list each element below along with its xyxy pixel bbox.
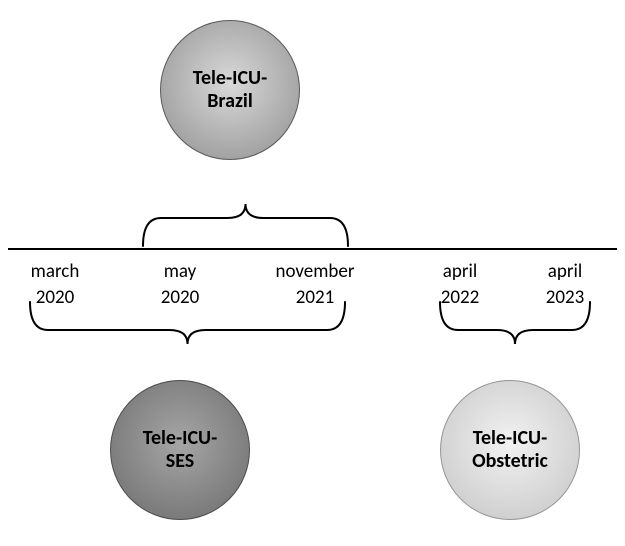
brace-brace-obstetric (0, 0, 625, 546)
diagram-canvas: { "type": "timeline-infographic", "canva… (0, 0, 625, 546)
